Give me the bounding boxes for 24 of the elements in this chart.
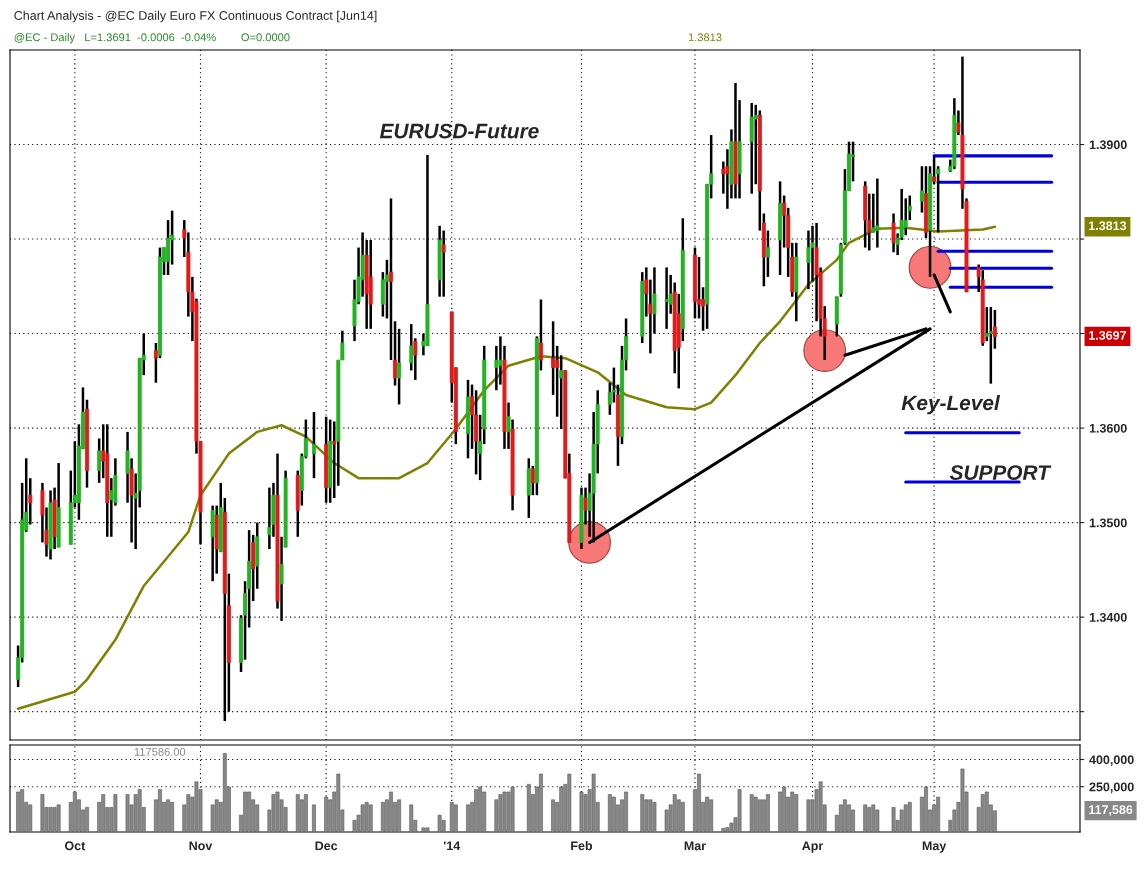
x-tick-label: Apr (802, 841, 824, 853)
x-tick-label: Oct (64, 841, 86, 851)
x-tick-label: Nov (189, 841, 213, 851)
x-tick-label: Feb (571, 841, 593, 851)
x-tick-label: '14 (444, 841, 461, 851)
y-tick-label: 1.3600 (1089, 423, 1127, 433)
chart-subtitle: @EC - Daily L=1.3691 -0.0006 -0.04% O=0.0000 (14, 33, 290, 44)
y-tick-label: 1.3900 (1089, 140, 1127, 150)
annotation: EURUSD-Future (379, 123, 539, 139)
annotation: SUPPORT (949, 465, 1052, 480)
text: 117,586 (1089, 805, 1133, 816)
text: 1.3697 (1089, 330, 1127, 340)
y-tick-label: 400,000 (1089, 755, 1134, 766)
text: 1.3813 (688, 33, 722, 42)
y-tick-label: 1.3500 (1089, 518, 1127, 528)
annotation: Key-Level (901, 394, 1001, 415)
y-tick-label: 250,000 (1089, 782, 1134, 794)
chart-title: Chart Analysis - @EC Daily Euro FX Continuous Contract [Jun14] (14, 10, 377, 23)
text: 1.3813 (1089, 221, 1127, 231)
x-tick-label: Mar (684, 841, 706, 851)
x-tick-label: May (922, 841, 947, 853)
x-tick-label: Dec (315, 841, 338, 851)
annotation: 117586.00 (134, 747, 186, 756)
y-tick-label: 1.3400 (1089, 612, 1127, 622)
